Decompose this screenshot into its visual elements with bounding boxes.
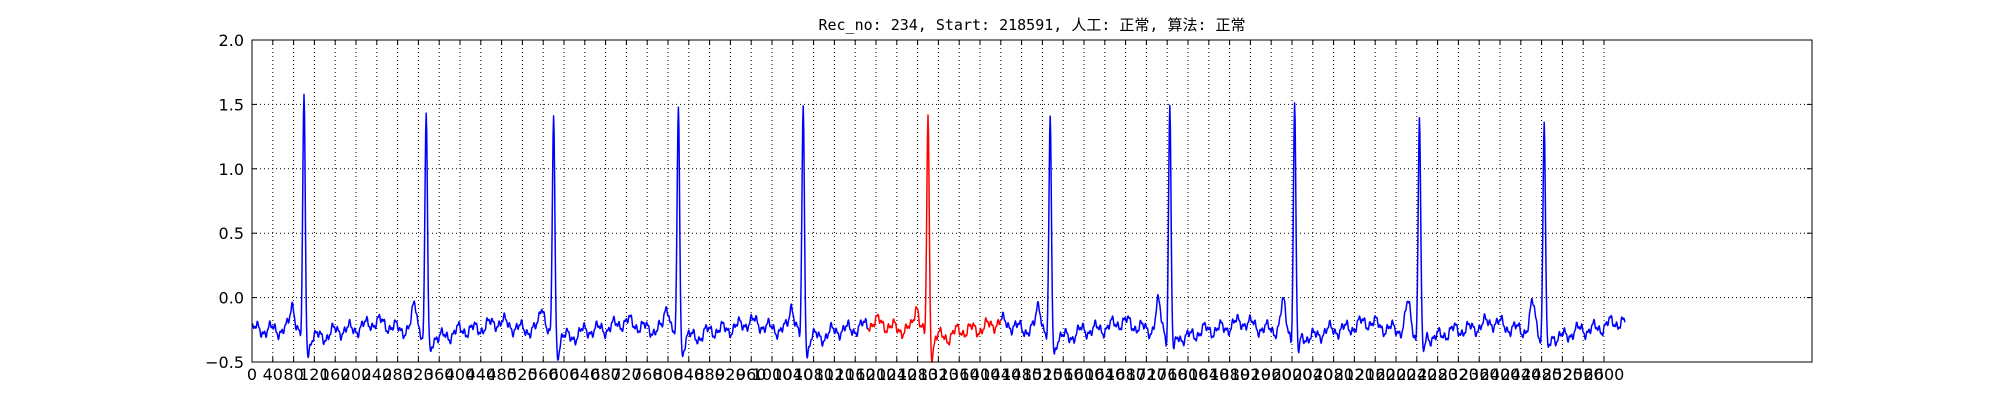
x-tick-label: 2440 — [1500, 365, 1541, 384]
y-tick-label: 0.5 — [219, 224, 244, 243]
x-tick-label: 1720 — [1126, 365, 1167, 384]
x-tick-label: 800 — [653, 365, 684, 384]
x-tick-label: 2040 — [1292, 365, 1333, 384]
x-tick-label: 1880 — [1209, 365, 1250, 384]
x-tick-label: 400 — [445, 365, 476, 384]
x-tick-label: 1000 — [752, 365, 793, 384]
ecg-series-line — [867, 114, 1002, 363]
x-tick-label: 2160 — [1355, 365, 1396, 384]
x-tick-label: 1240 — [876, 365, 917, 384]
x-tick-label: 920 — [715, 365, 746, 384]
x-tick-label: 1480 — [1001, 365, 1042, 384]
x-tick-label: 1320 — [918, 365, 959, 384]
x-tick-label: 2600 — [1584, 365, 1625, 384]
x-tick-label: 2120 — [1334, 365, 1375, 384]
x-tick-label: 840 — [674, 365, 705, 384]
x-tick-label: 1640 — [1084, 365, 1125, 384]
x-tick-label: 760 — [632, 365, 663, 384]
x-tick-label: 2360 — [1459, 365, 1500, 384]
x-tick-label: 1960 — [1251, 365, 1292, 384]
y-tick-label: −0.5 — [205, 353, 244, 372]
x-tick-label: 1360 — [939, 365, 980, 384]
x-tick-label: 80 — [283, 365, 303, 384]
y-tick-label: 1.0 — [219, 160, 244, 179]
x-tick-label: 960 — [736, 365, 767, 384]
x-tick-label: 360 — [424, 365, 455, 384]
x-tick-label: 1840 — [1188, 365, 1229, 384]
y-tick-label: 1.5 — [219, 95, 244, 114]
plot-frame — [251, 39, 1813, 363]
x-tick-label: 2520 — [1542, 365, 1583, 384]
y-tick-label: 0.0 — [219, 289, 244, 308]
x-tick-label: 1280 — [897, 365, 938, 384]
x-tick-label: 520 — [507, 365, 538, 384]
x-axis: 0 40 8012016020024028032036040044048052056… — [247, 40, 1624, 384]
x-tick-label: 1680 — [1105, 365, 1146, 384]
x-tick-label: 2480 — [1521, 365, 1562, 384]
x-tick-label: 1520 — [1022, 365, 1063, 384]
x-tick-label: 1120 — [814, 365, 855, 384]
x-tick-label: 320 — [403, 365, 434, 384]
x-tick-label: 1400 — [960, 365, 1001, 384]
x-tick-label: 560 — [528, 365, 559, 384]
plot-background — [252, 40, 1812, 362]
x-tick-label: 480 — [486, 365, 517, 384]
x-tick-label: 240 — [362, 365, 393, 384]
x-tick-label: 600 — [549, 365, 580, 384]
x-tick-label: 2200 — [1376, 365, 1417, 384]
x-tick-label: 40 — [263, 365, 283, 384]
x-tick-label: 2080 — [1313, 365, 1354, 384]
x-tick-label: 1560 — [1043, 365, 1084, 384]
chart-title: Rec_no: 234, Start: 218591, 人工: 正常, 算法: … — [818, 16, 1245, 34]
x-tick-label: 680 — [590, 365, 621, 384]
x-tick-label: 0 — [247, 365, 257, 384]
x-tick-label: 2280 — [1417, 365, 1458, 384]
x-tick-label: 1800 — [1168, 365, 1209, 384]
y-tick-label: 2.0 — [219, 31, 244, 50]
ecg-series-line — [251, 93, 869, 361]
y-axis: −0.5 0.0 0.5 1.0 1.5 2.0 — [205, 31, 1812, 372]
x-tick-label: 1440 — [980, 365, 1021, 384]
x-tick-label: 1760 — [1147, 365, 1188, 384]
x-tick-label: 2560 — [1563, 365, 1604, 384]
x-tick-label: 280 — [382, 365, 413, 384]
x-tick-label: 1200 — [856, 365, 897, 384]
x-tick-label: 120 — [299, 365, 330, 384]
x-tick-label: 1600 — [1064, 365, 1105, 384]
x-tick-label: 2320 — [1438, 365, 1479, 384]
x-tick-label: 200 — [341, 365, 372, 384]
x-tick-label: 160 — [320, 365, 351, 384]
ecg-series-line — [1000, 102, 1626, 355]
x-tick-label: 1160 — [835, 365, 876, 384]
x-tick-label: 2240 — [1396, 365, 1437, 384]
x-tick-label: 1080 — [793, 365, 834, 384]
x-tick-label: 640 — [570, 365, 601, 384]
x-tick-label: 1040 — [772, 365, 813, 384]
x-tick-label: 2400 — [1480, 365, 1521, 384]
x-tick-label: 880 — [694, 365, 725, 384]
x-tick-label: 440 — [466, 365, 497, 384]
x-tick-label: 1920 — [1230, 365, 1271, 384]
x-tick-label: 720 — [611, 365, 642, 384]
series-group — [251, 93, 1626, 363]
x-tick-label: 2000 — [1272, 365, 1313, 384]
